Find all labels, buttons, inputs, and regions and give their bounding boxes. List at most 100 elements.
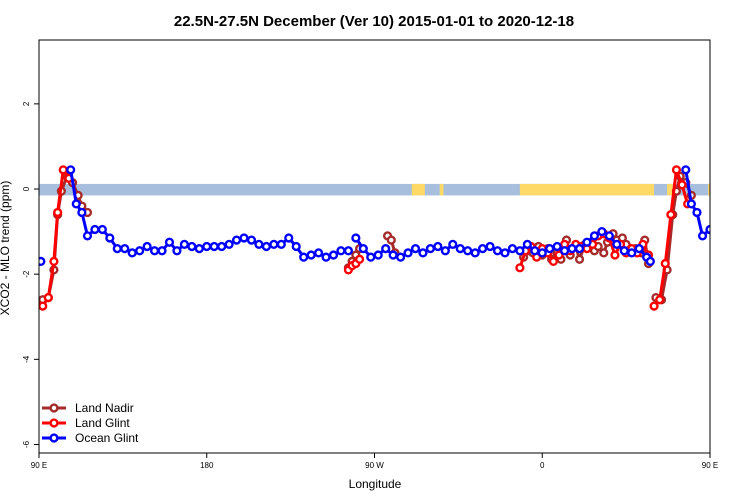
legend-swatch-marker <box>49 403 59 413</box>
data-point <box>49 256 59 267</box>
land-band <box>411 183 425 196</box>
land-ocean-strip <box>39 183 710 196</box>
data-point <box>66 165 76 175</box>
data-point <box>537 248 547 258</box>
data-point <box>574 254 585 264</box>
land-band <box>519 183 655 196</box>
legend-item: Land Glint <box>42 416 130 430</box>
data-point <box>149 246 160 256</box>
data-point <box>291 241 301 252</box>
data-point <box>388 250 398 260</box>
x-tick-label: 180 <box>200 461 214 470</box>
data-point <box>492 246 503 256</box>
data-point <box>634 244 644 254</box>
data-point <box>354 254 365 264</box>
data-point <box>254 239 264 249</box>
data-point <box>485 241 495 252</box>
data-point <box>522 239 532 249</box>
y-tick-label: 2 <box>22 101 31 106</box>
y-axis: 2 0 -2 -4 -6 <box>22 101 39 448</box>
data-point <box>239 233 249 243</box>
data-point <box>97 224 107 235</box>
y-tick-label: -6 <box>22 440 31 448</box>
data-point <box>71 199 81 209</box>
data-point <box>599 248 609 258</box>
data-point <box>560 246 570 256</box>
data-point <box>127 248 137 258</box>
y-axis-title: XCO2 - MLO trend (ppm) <box>0 181 12 316</box>
data-point <box>231 235 242 245</box>
data-point <box>433 241 443 252</box>
data-point <box>530 246 540 256</box>
data-point <box>284 233 294 243</box>
legend-item: Ocean Glint <box>42 431 139 445</box>
data-point <box>306 250 316 260</box>
data-point <box>545 244 555 254</box>
data-point <box>515 246 525 256</box>
data-point <box>463 246 473 256</box>
x-tick-label: 90 W <box>365 461 384 470</box>
data-point <box>440 246 450 256</box>
x-tick-label: 0 <box>540 461 545 470</box>
data-point <box>660 258 670 269</box>
data-point <box>455 244 465 254</box>
data-point <box>470 248 480 258</box>
legend-label: Ocean Glint <box>75 431 139 445</box>
data-point <box>58 165 68 175</box>
data-point <box>582 237 592 247</box>
data-point <box>328 250 339 260</box>
data-point <box>194 244 204 254</box>
x-tick-label: 90 E <box>702 461 718 470</box>
legend-item: Land Nadir <box>42 401 134 415</box>
data-point <box>313 248 324 258</box>
data-point <box>276 239 286 249</box>
x-axis: 90 E 180 90 W 0 90 E <box>31 453 718 470</box>
data-point <box>500 248 510 258</box>
data-point <box>366 252 376 262</box>
data-point <box>677 180 687 190</box>
legend-label: Land Nadir <box>75 401 134 415</box>
data-point <box>589 231 600 241</box>
data-point <box>224 239 234 249</box>
data-point <box>619 246 629 256</box>
data-point <box>358 244 368 254</box>
data-point <box>164 237 175 247</box>
land-band <box>439 183 444 196</box>
data-point <box>425 244 436 254</box>
data-point <box>187 241 197 252</box>
data-point <box>299 252 309 262</box>
data-point <box>649 301 659 311</box>
data-point <box>172 246 182 256</box>
data-point <box>39 256 46 267</box>
data-point <box>567 244 577 254</box>
data-point <box>135 246 145 256</box>
data-point <box>82 231 93 241</box>
data-point <box>351 233 361 243</box>
data-point <box>478 244 488 254</box>
data-point <box>321 252 331 262</box>
data-point <box>43 292 53 303</box>
data-point <box>515 263 525 273</box>
data-point <box>692 207 702 218</box>
data-point <box>448 239 458 249</box>
data-point <box>157 246 167 256</box>
data-point <box>202 241 212 252</box>
data-point <box>336 246 346 256</box>
data-point <box>612 239 622 249</box>
legend-label: Land Glint <box>75 416 130 430</box>
data-point <box>548 256 559 267</box>
data-point <box>552 241 562 252</box>
data-point <box>90 224 100 235</box>
legend-swatch-marker <box>49 433 59 443</box>
data-point <box>53 207 63 218</box>
data-point <box>507 244 518 254</box>
land-band <box>667 183 673 196</box>
data-point <box>655 295 665 305</box>
data-point <box>554 250 564 260</box>
data-point <box>120 244 130 254</box>
data-point <box>681 165 691 175</box>
y-tick-label: -2 <box>22 270 31 278</box>
data-point <box>112 244 122 254</box>
data-point <box>105 233 115 243</box>
data-point <box>403 248 413 258</box>
